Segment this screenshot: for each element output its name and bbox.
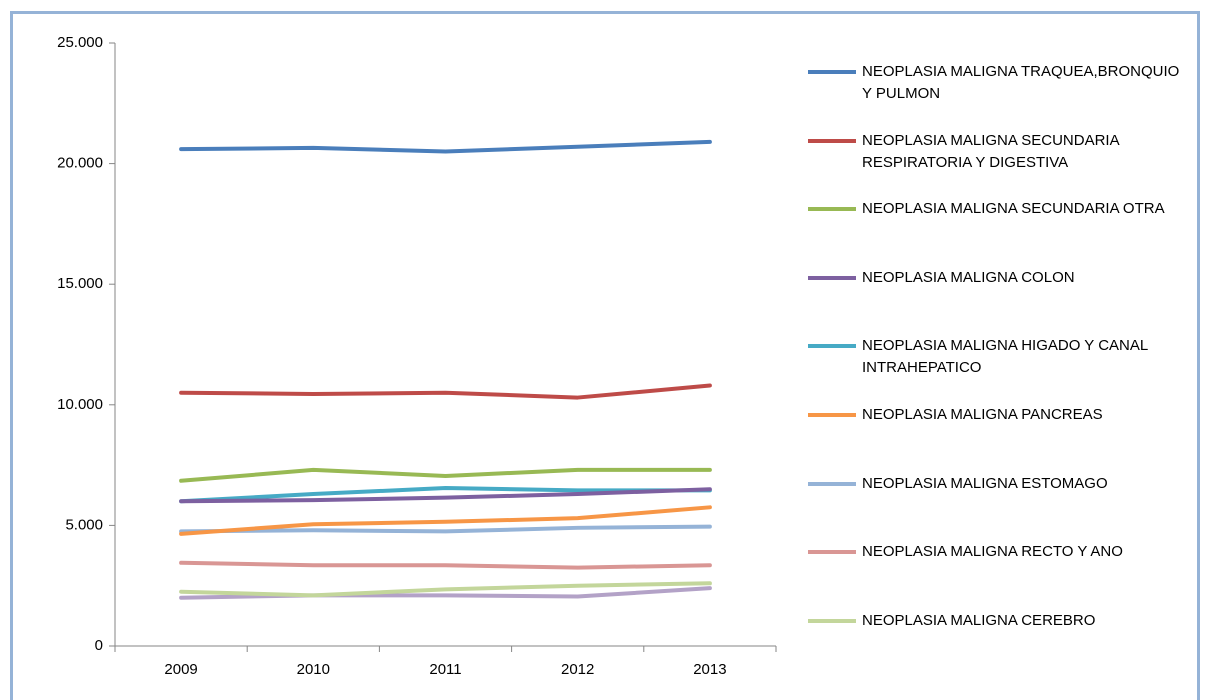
y-tick-label: 20.000 xyxy=(57,155,103,172)
y-tick-label: 15.000 xyxy=(57,275,103,292)
legend-label: NEOPLASIA MALIGNA COLON xyxy=(862,268,1075,286)
legend-swatch xyxy=(808,550,856,555)
x-tick-label: 2013 xyxy=(693,661,726,678)
x-tick-label: 2009 xyxy=(164,661,197,678)
y-tick-label: 10.000 xyxy=(57,396,103,413)
x-tick-label: 2012 xyxy=(561,661,594,678)
legend-swatch xyxy=(808,344,856,349)
chart-frame xyxy=(10,11,1200,700)
y-tick-label: 5.000 xyxy=(65,516,103,533)
legend-label: NEOPLASIA MALIGNA SECUNDARIA RESPIRATORI… xyxy=(862,131,1119,171)
legend-swatch xyxy=(808,138,856,143)
series-line xyxy=(179,505,712,536)
series-line xyxy=(179,383,712,400)
legend-label: NEOPLASIA MALIGNA RECTO Y ANO xyxy=(862,543,1123,561)
series-line xyxy=(179,581,712,598)
legend-swatch xyxy=(808,413,856,417)
y-tick-label: 25.000 xyxy=(57,34,103,51)
legend-label: NEOPLASIA MALIGNA PANCREAS xyxy=(862,406,1103,423)
legend-label: NEOPLASIA MALIGNA ESTOMAGO xyxy=(862,474,1108,492)
series-line xyxy=(179,486,712,504)
legend-label: NEOPLASIA MALIGNA CEREBRO xyxy=(862,611,1096,629)
legend-swatch xyxy=(808,618,856,623)
legend-swatch xyxy=(808,275,856,280)
legend-swatch xyxy=(808,207,856,212)
series-line xyxy=(179,560,712,570)
legend-swatch xyxy=(808,70,856,74)
x-tick-label: 2010 xyxy=(297,661,330,678)
series-line xyxy=(179,524,712,534)
series-line xyxy=(179,586,712,600)
legend-label: NEOPLASIA MALIGNA TRAQUEA,BRONQUIO Y PUL… xyxy=(862,63,1180,102)
y-tick-label: 0 xyxy=(95,637,103,654)
series-line xyxy=(179,467,712,483)
x-tick-label: 2011 xyxy=(429,661,461,678)
legend-label: NEOPLASIA MALIGNA SECUNDARIA OTRA xyxy=(862,200,1165,218)
legend-swatch xyxy=(808,481,856,486)
legend-label: NEOPLASIA MALIGNA HIGADO Y CANAL INTRAHE… xyxy=(862,337,1148,377)
series-line xyxy=(179,139,712,154)
series-line xyxy=(179,487,712,504)
